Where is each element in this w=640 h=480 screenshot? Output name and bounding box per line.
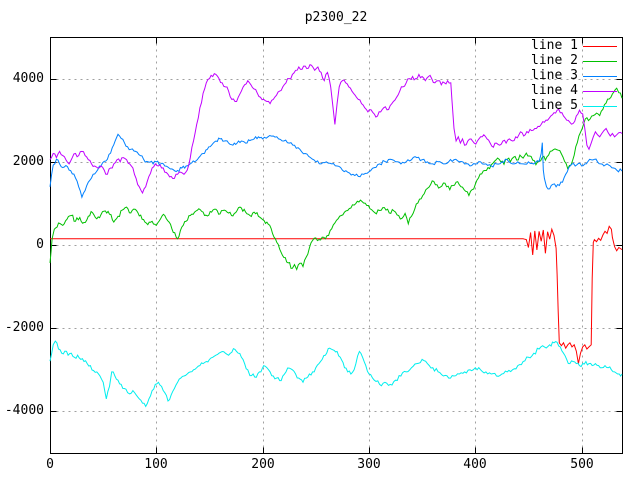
x-axis-tick-label: 100 [144, 457, 168, 472]
x-axis-tick-label: 0 [46, 457, 54, 472]
y-axis-tick-label: -2000 [4, 320, 44, 335]
series-5-path [49, 340, 623, 408]
legend-label: line 2 [531, 53, 578, 68]
legend-label: line 3 [531, 68, 578, 83]
y-axis-tick-label: 4000 [12, 71, 44, 86]
legend-label: line 1 [531, 38, 578, 53]
series-4-path [49, 64, 623, 195]
legend-label: line 4 [531, 83, 578, 98]
series-3-path [49, 133, 623, 199]
chart-title: p2300_22 [304, 10, 368, 25]
x-axis-tick-label: 300 [357, 457, 381, 472]
x-axis-tick-label: 500 [570, 457, 594, 472]
y-axis-tick-label: 0 [36, 237, 44, 252]
series-1-path [50, 225, 623, 364]
y-axis-tick-label: -4000 [4, 403, 44, 418]
series-2-path [49, 87, 623, 271]
x-axis-tick-label: 400 [463, 457, 487, 472]
legend-label: line 5 [531, 98, 578, 113]
y-axis-tick-label: 2000 [12, 154, 44, 169]
x-axis-tick-label: 200 [251, 457, 275, 472]
